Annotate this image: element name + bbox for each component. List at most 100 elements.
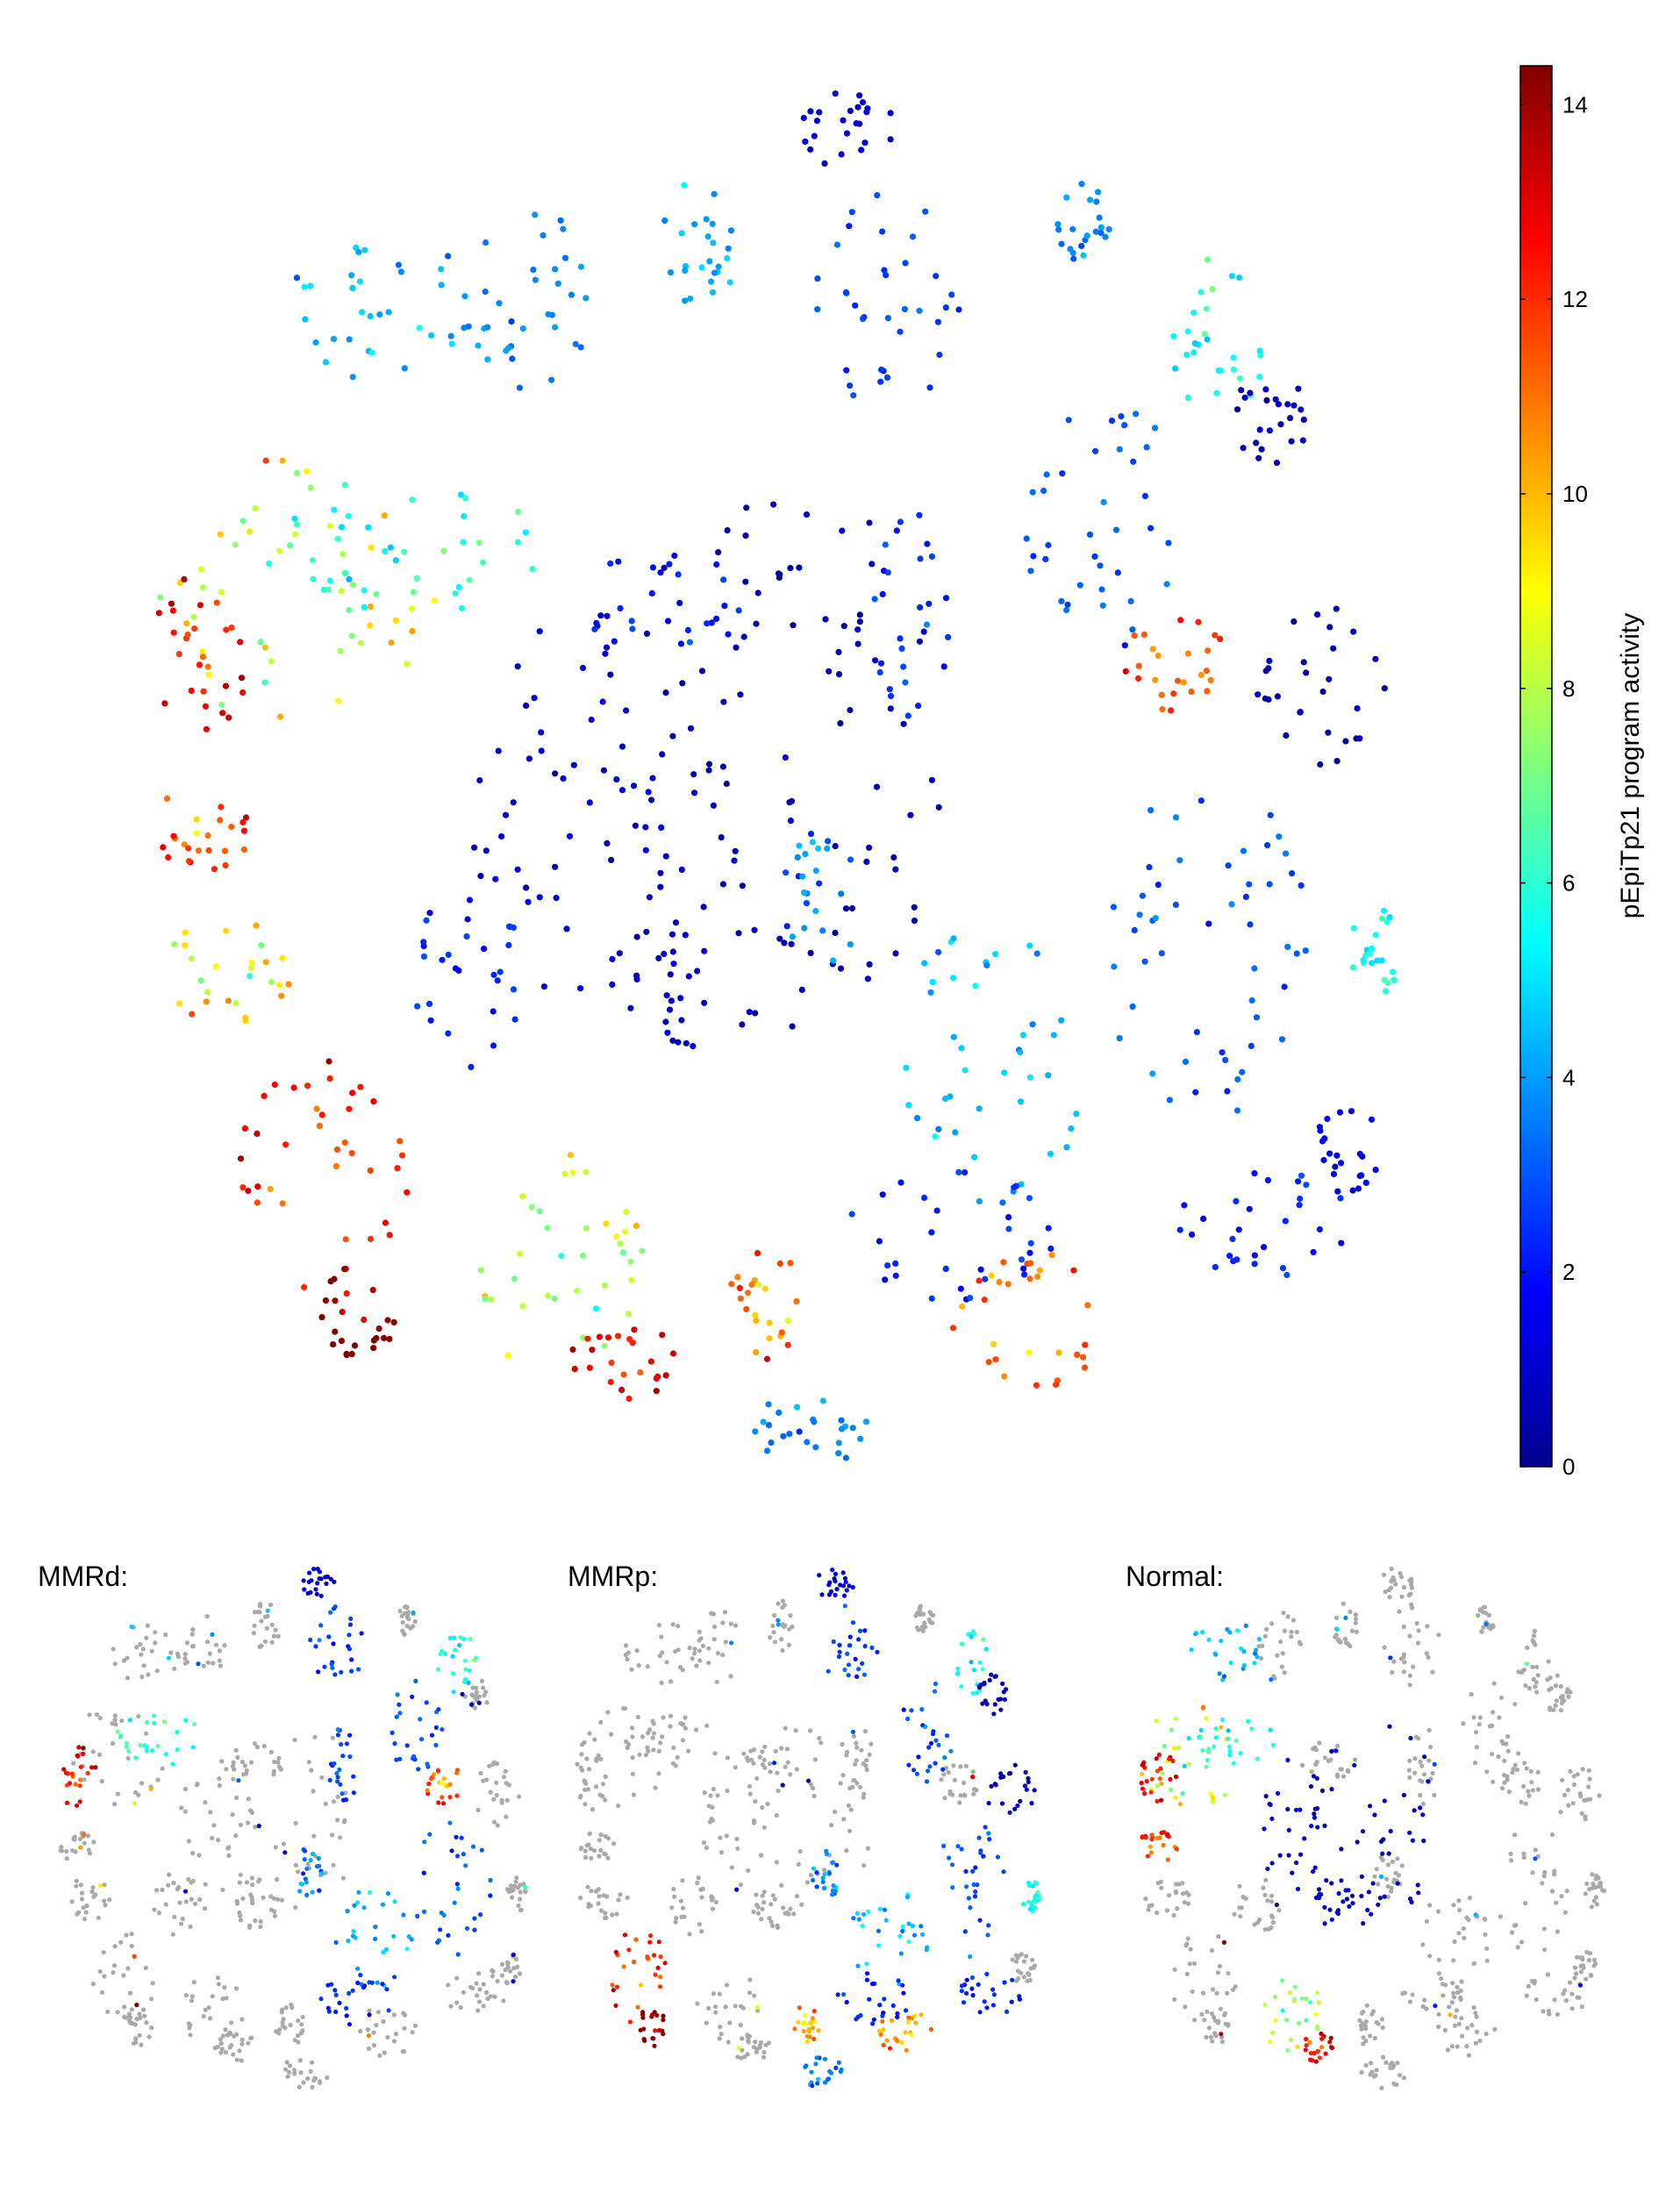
scatter-point — [239, 2058, 244, 2063]
scatter-point — [699, 1895, 704, 1900]
scatter-point — [1291, 1998, 1297, 2004]
scatter-point — [1309, 1769, 1314, 1775]
scatter-point — [579, 1752, 584, 1757]
scatter-point — [1304, 2043, 1309, 2048]
scatter-point — [283, 2067, 289, 2072]
scatter-point — [293, 1904, 298, 1911]
scatter-point — [1374, 2068, 1379, 2073]
scatter-point — [184, 1640, 189, 1646]
scatter-point — [512, 1974, 518, 1980]
scatter-point — [982, 1681, 987, 1686]
scatter-point — [1483, 1932, 1488, 1937]
scatter-point — [653, 2028, 658, 2033]
scatter-point — [998, 1771, 1004, 1776]
scatter-point — [1297, 709, 1304, 716]
scatter-point — [1256, 426, 1263, 433]
scatter-point — [927, 989, 934, 996]
scatter-point — [1348, 1108, 1355, 1115]
scatter-point — [1456, 1931, 1462, 1936]
scatter-point — [998, 1697, 1004, 1702]
scatter-point — [980, 1701, 985, 1706]
scatter-point — [604, 1894, 610, 1899]
scatter-point — [1029, 1021, 1036, 1028]
scatter-point — [390, 1730, 395, 1735]
scatter-point — [282, 1141, 290, 1148]
scatter-point — [866, 961, 873, 968]
scatter-point — [1212, 1263, 1219, 1271]
scatter-point — [1206, 1637, 1212, 1642]
scatter-point — [599, 1908, 604, 1913]
scatter-point — [1277, 1853, 1283, 1858]
scatter-point — [325, 1058, 332, 1065]
scatter-point — [686, 639, 694, 646]
scatter-point — [923, 1724, 928, 1730]
scatter-point — [175, 1651, 180, 1656]
scatter-point — [452, 965, 460, 972]
scatter-point — [916, 638, 923, 645]
scatter-point — [1234, 1628, 1240, 1633]
scatter-point — [1174, 1882, 1179, 1887]
scatter-point — [1276, 833, 1283, 840]
scatter-point — [575, 1761, 580, 1767]
scatter-point — [1510, 1930, 1515, 1935]
scatter-point — [618, 1892, 623, 1897]
scatter-point — [812, 868, 819, 875]
scatter-point — [265, 1608, 270, 1613]
scatter-point — [454, 1882, 460, 1887]
scatter-point — [1384, 979, 1391, 986]
scatter-point — [309, 1578, 314, 1583]
scatter-point — [110, 1721, 115, 1726]
scatter-point — [97, 1883, 104, 1889]
scatter-point — [1512, 1762, 1518, 1768]
scatter-point — [1262, 1633, 1268, 1639]
scatter-point — [1177, 1802, 1183, 1807]
scatter-point — [1033, 1905, 1038, 1911]
scatter-point — [175, 1747, 180, 1753]
scatter-point — [950, 1033, 957, 1040]
scatter-point — [1055, 226, 1062, 233]
scatter-point — [832, 90, 839, 97]
scatter-point — [796, 1861, 802, 1867]
scatter-point — [832, 843, 839, 850]
scatter-point — [618, 743, 626, 750]
scatter-point — [724, 254, 731, 261]
scatter-point — [1264, 1626, 1269, 1632]
scatter-point — [1026, 1074, 1033, 1081]
scatter-point — [1287, 1990, 1292, 1996]
scatter-point — [804, 2063, 809, 2068]
scatter-point — [706, 258, 713, 265]
scatter-point — [392, 1899, 397, 1904]
scatter-point — [276, 1755, 282, 1761]
scatter-point — [655, 954, 662, 961]
scatter-point — [438, 282, 445, 289]
scatter-point — [623, 707, 630, 714]
scatter-point — [1167, 1756, 1172, 1761]
scatter-point — [881, 2027, 886, 2032]
scatter-point — [664, 1029, 671, 1036]
scatter-point — [1227, 1748, 1233, 1754]
scatter-point — [297, 2058, 303, 2063]
scatter-point — [632, 822, 640, 829]
scatter-point — [1362, 2023, 1368, 2029]
scatter-point — [505, 941, 512, 949]
scatter-point — [840, 1583, 847, 1589]
scatter-point — [1453, 2014, 1458, 2019]
scatter-point — [1186, 1736, 1191, 1741]
scatter-point — [958, 1793, 963, 1798]
scatter-point — [416, 1767, 421, 1772]
scatter-point — [346, 1938, 351, 1944]
scatter-point — [1490, 1752, 1495, 1757]
scatter-point — [225, 997, 232, 1004]
scatter-point — [842, 1604, 847, 1609]
scatter-point — [370, 1098, 377, 1105]
scatter-point — [182, 1889, 189, 1894]
colorbar-tick-label: 4 — [1562, 1064, 1575, 1090]
scatter-point — [1208, 1791, 1213, 1797]
scatter-point — [275, 1897, 281, 1902]
scatter-point — [344, 2005, 349, 2011]
scatter-point — [1530, 1870, 1535, 1875]
scatter-point — [853, 1761, 858, 1767]
scatter-point — [643, 630, 651, 638]
scatter-point — [757, 1754, 762, 1760]
scatter-point — [1598, 1881, 1603, 1886]
